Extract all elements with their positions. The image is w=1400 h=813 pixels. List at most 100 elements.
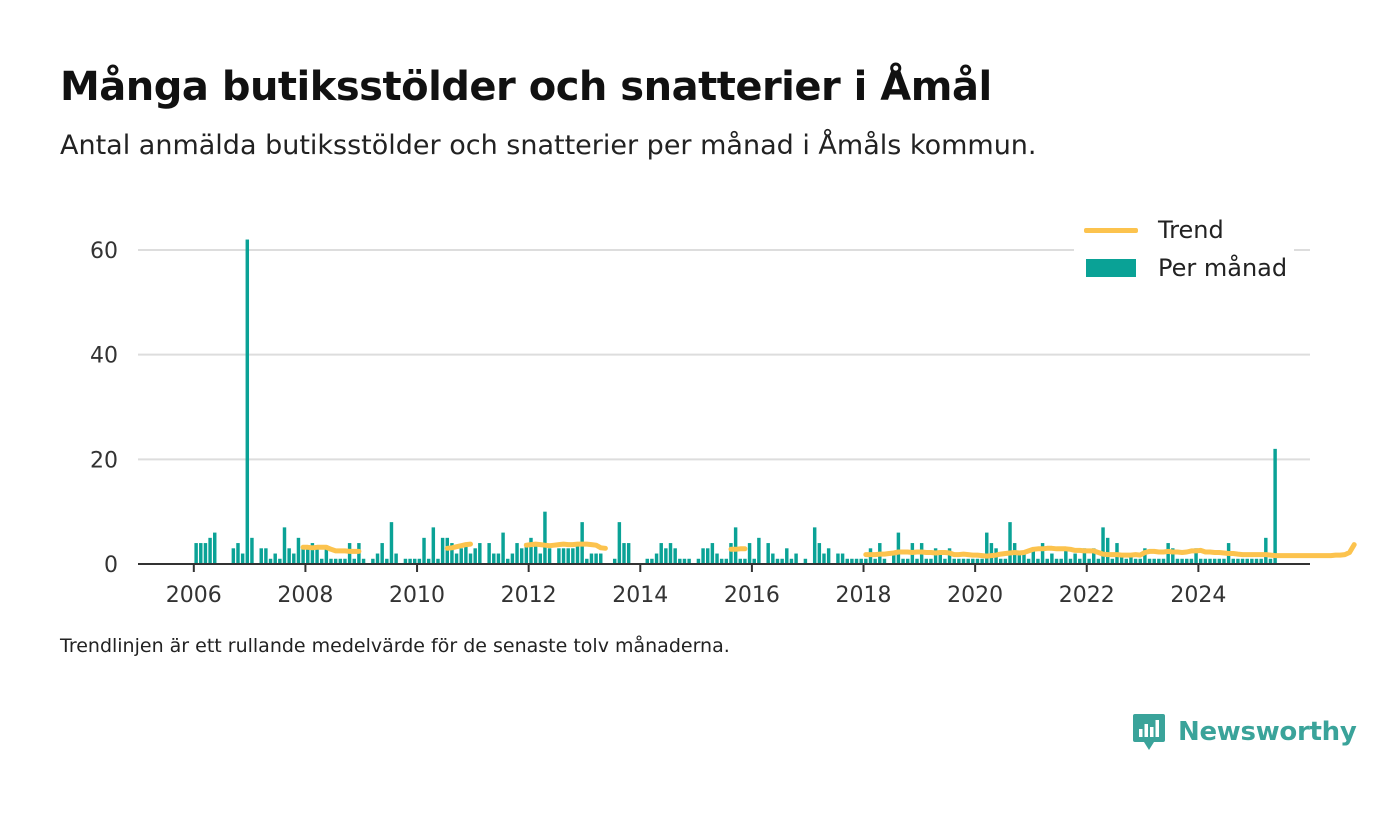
bar bbox=[1008, 522, 1012, 564]
bar bbox=[408, 558, 412, 564]
bar bbox=[292, 553, 296, 564]
bar bbox=[1143, 548, 1147, 564]
bar bbox=[789, 558, 794, 564]
x-tick-label: 2016 bbox=[724, 583, 780, 608]
bar bbox=[203, 543, 208, 564]
bar bbox=[487, 543, 491, 564]
bar bbox=[496, 553, 501, 564]
trend-line-segment bbox=[523, 541, 608, 551]
bar bbox=[1003, 558, 1008, 564]
bar bbox=[826, 548, 831, 564]
bar bbox=[794, 553, 798, 564]
bar bbox=[1194, 548, 1198, 564]
bar bbox=[575, 543, 580, 564]
bar bbox=[1198, 558, 1203, 564]
newsworthy-logo[interactable]: Newsworthy bbox=[1132, 712, 1357, 752]
bar bbox=[454, 553, 459, 564]
bar bbox=[543, 511, 547, 564]
bar bbox=[199, 543, 203, 564]
bar-series bbox=[194, 239, 1277, 565]
bar bbox=[1152, 558, 1156, 564]
legend: Trend Per månad bbox=[1074, 212, 1294, 288]
bar bbox=[1059, 558, 1063, 564]
bar bbox=[1129, 553, 1133, 564]
bar bbox=[240, 553, 245, 564]
bar bbox=[506, 558, 510, 564]
bar bbox=[1180, 558, 1184, 564]
bar bbox=[208, 537, 212, 564]
bar bbox=[547, 548, 552, 564]
bar bbox=[1096, 558, 1101, 564]
bar bbox=[450, 543, 454, 564]
bar bbox=[998, 558, 1003, 564]
bar bbox=[245, 239, 250, 565]
bar bbox=[468, 553, 473, 564]
bar bbox=[371, 558, 375, 564]
bar bbox=[519, 548, 524, 564]
x-tick-label: 2022 bbox=[1059, 583, 1115, 608]
bar bbox=[654, 553, 659, 564]
bar bbox=[752, 558, 756, 564]
bar bbox=[250, 537, 254, 564]
bar bbox=[538, 553, 543, 564]
bar bbox=[840, 553, 845, 564]
bar bbox=[1078, 558, 1082, 564]
x-tick-label: 2008 bbox=[277, 583, 333, 608]
bar bbox=[622, 543, 626, 564]
bar bbox=[492, 553, 496, 564]
chart-subtitle: Antal anmälda butiksstölder och snatteri… bbox=[60, 130, 1037, 161]
bar bbox=[501, 532, 505, 564]
bar bbox=[259, 548, 263, 564]
bar bbox=[971, 558, 975, 564]
bar bbox=[1064, 548, 1068, 564]
bar bbox=[1045, 558, 1049, 564]
bar bbox=[1185, 558, 1189, 564]
bar bbox=[510, 553, 515, 564]
bar bbox=[515, 543, 519, 564]
bar bbox=[873, 558, 877, 564]
bar bbox=[1031, 548, 1036, 564]
legend-monthly-label: Per månad bbox=[1158, 254, 1288, 282]
bar bbox=[822, 553, 826, 564]
x-tick-label: 2006 bbox=[166, 583, 222, 608]
bar bbox=[957, 558, 961, 564]
bar bbox=[924, 558, 929, 564]
bar bbox=[892, 553, 896, 564]
bar bbox=[464, 543, 468, 564]
bar bbox=[282, 527, 287, 564]
bar bbox=[1254, 558, 1259, 564]
bar bbox=[1087, 558, 1091, 564]
bar bbox=[440, 537, 445, 564]
bar bbox=[1082, 548, 1087, 564]
bar bbox=[1250, 558, 1254, 564]
bar bbox=[747, 543, 752, 564]
bar bbox=[296, 537, 301, 564]
bar bbox=[724, 558, 729, 564]
bar bbox=[301, 548, 305, 564]
bar bbox=[1050, 553, 1054, 564]
bar bbox=[1189, 558, 1194, 564]
y-tick-label: 40 bbox=[90, 344, 118, 369]
bar bbox=[319, 558, 324, 564]
bar bbox=[589, 553, 594, 564]
bar bbox=[566, 548, 570, 564]
bar bbox=[803, 558, 808, 564]
bar bbox=[817, 543, 822, 564]
bar bbox=[380, 543, 384, 564]
bar bbox=[524, 543, 529, 564]
bar bbox=[980, 558, 984, 564]
bar bbox=[701, 548, 705, 564]
bar bbox=[417, 558, 422, 564]
trend-line-segment bbox=[728, 546, 748, 552]
bar bbox=[1147, 558, 1152, 564]
trend-line-segment bbox=[300, 544, 362, 554]
newsworthy-logo-icon bbox=[1133, 714, 1165, 750]
bar bbox=[1212, 558, 1217, 564]
bar bbox=[403, 558, 408, 564]
bar bbox=[1119, 553, 1124, 564]
bar bbox=[771, 553, 775, 564]
x-tick-label: 2018 bbox=[836, 583, 892, 608]
bar bbox=[766, 543, 770, 564]
legend-item-monthly: Per månad bbox=[1084, 254, 1287, 282]
bar bbox=[1133, 558, 1138, 564]
